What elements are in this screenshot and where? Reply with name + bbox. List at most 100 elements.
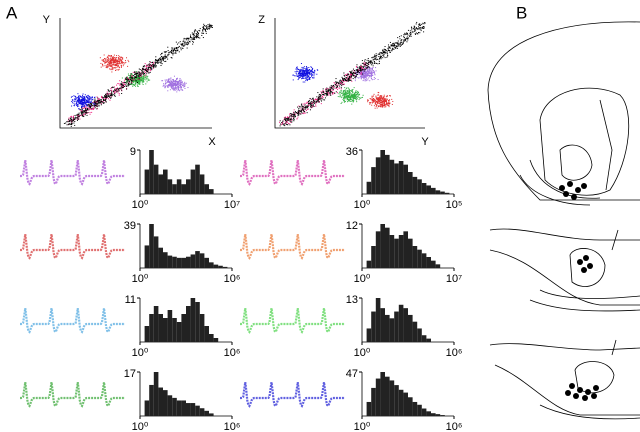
bar bbox=[154, 236, 159, 268]
x-tick-label: 10⁰ bbox=[354, 199, 371, 211]
bar bbox=[399, 390, 404, 416]
bar bbox=[214, 265, 219, 268]
waveform bbox=[240, 234, 345, 258]
bar bbox=[191, 298, 196, 342]
bar bbox=[431, 413, 436, 416]
bar bbox=[204, 258, 209, 268]
bar bbox=[209, 189, 214, 194]
bar bbox=[390, 235, 395, 268]
bar bbox=[209, 262, 214, 268]
bar bbox=[209, 334, 214, 342]
bar bbox=[163, 390, 168, 416]
bar bbox=[385, 228, 390, 268]
y-tick-label: 11 bbox=[125, 294, 136, 306]
bar bbox=[426, 257, 431, 268]
bar bbox=[172, 398, 177, 416]
x-tick-label: 10⁵ bbox=[446, 199, 463, 211]
waveform bbox=[240, 382, 345, 406]
bar bbox=[181, 184, 186, 194]
bar bbox=[177, 322, 182, 342]
bar bbox=[371, 246, 376, 268]
y-tick-label: 39 bbox=[124, 220, 136, 232]
bar bbox=[422, 409, 427, 416]
bar bbox=[440, 192, 445, 194]
bar bbox=[440, 415, 445, 416]
bar bbox=[149, 314, 154, 342]
bar bbox=[186, 403, 191, 416]
bar bbox=[413, 246, 418, 268]
bar bbox=[380, 224, 385, 268]
bar bbox=[413, 402, 418, 416]
bar bbox=[191, 170, 196, 194]
bar bbox=[195, 165, 200, 194]
bar bbox=[394, 163, 399, 194]
waveform bbox=[240, 160, 345, 184]
bar bbox=[367, 328, 372, 342]
bar bbox=[445, 193, 450, 194]
y-tick-label: 13 bbox=[346, 294, 358, 306]
x-tick-label: 10⁶ bbox=[446, 347, 463, 359]
bar bbox=[403, 308, 408, 342]
bar bbox=[145, 245, 150, 268]
x-tick-label: 10⁷ bbox=[224, 199, 240, 211]
bar bbox=[408, 315, 413, 342]
bar bbox=[172, 318, 177, 342]
bar bbox=[149, 224, 154, 268]
bar bbox=[204, 184, 209, 194]
bar bbox=[394, 312, 399, 342]
bar bbox=[380, 150, 385, 194]
bar bbox=[186, 306, 191, 342]
bar bbox=[204, 326, 209, 342]
bar bbox=[408, 239, 413, 268]
bar bbox=[390, 380, 395, 416]
bar bbox=[417, 250, 422, 268]
bar bbox=[399, 305, 404, 342]
bar bbox=[200, 174, 205, 194]
bar bbox=[394, 239, 399, 268]
x-tick-label: 10⁰ bbox=[354, 421, 371, 432]
waveform bbox=[20, 234, 125, 258]
bar bbox=[413, 177, 418, 194]
y-tick-label: 47 bbox=[346, 368, 358, 380]
x-tick-label: 10⁰ bbox=[132, 421, 149, 432]
point-cloud bbox=[279, 22, 426, 126]
bar bbox=[380, 308, 385, 342]
panel-label: A bbox=[6, 3, 18, 22]
point-cloud bbox=[64, 24, 213, 127]
y-axis-label: Y bbox=[43, 14, 51, 26]
bar bbox=[436, 264, 441, 268]
y-tick-label: 12 bbox=[346, 220, 358, 232]
bar bbox=[191, 254, 196, 268]
x-axis-label: X bbox=[208, 136, 216, 148]
bar bbox=[154, 372, 159, 416]
bar bbox=[218, 266, 223, 268]
bar bbox=[367, 182, 372, 194]
bar bbox=[200, 253, 205, 268]
x-tick-label: 10⁰ bbox=[132, 273, 149, 285]
bar bbox=[399, 235, 404, 268]
bar bbox=[376, 231, 381, 268]
y-tick-label: 17 bbox=[124, 368, 136, 380]
bar bbox=[154, 165, 159, 194]
bar bbox=[371, 167, 376, 194]
bar bbox=[371, 388, 376, 416]
bar bbox=[376, 157, 381, 194]
bar bbox=[177, 258, 182, 268]
bar bbox=[186, 257, 191, 268]
bar bbox=[371, 312, 376, 342]
x-tick-label: 10⁷ bbox=[446, 273, 462, 285]
waveform bbox=[20, 382, 125, 406]
bar bbox=[367, 261, 372, 268]
bar bbox=[214, 338, 219, 342]
bar bbox=[413, 322, 418, 342]
bar bbox=[403, 165, 408, 194]
x-tick-label: 10⁶ bbox=[224, 347, 241, 359]
bar bbox=[149, 150, 154, 194]
bar bbox=[158, 388, 163, 416]
bar bbox=[422, 335, 427, 342]
bar bbox=[145, 326, 150, 342]
y-tick-label: 9 bbox=[130, 146, 136, 158]
bar bbox=[426, 339, 431, 342]
